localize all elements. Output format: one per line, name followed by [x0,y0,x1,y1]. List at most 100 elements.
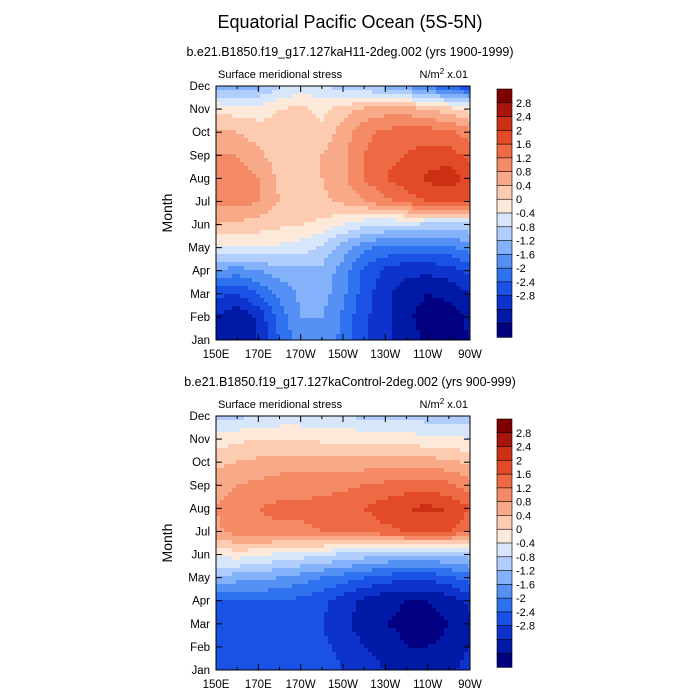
contour-cell [344,118,349,123]
contour-cell [284,138,289,143]
contour-cell [272,452,277,457]
contour-cell [456,126,461,131]
contour-cell [352,210,357,215]
contour-cell [464,294,469,299]
contour-cell [396,278,401,283]
contour-cell [280,126,285,131]
contour-cell [272,266,277,271]
contour-cell [280,242,285,247]
contour-cell [464,102,469,107]
contour-cell [296,146,301,151]
contour-cell [456,302,461,307]
contour-cell [348,436,353,441]
contour-cell [292,230,297,235]
contour-cell [252,146,257,151]
contour-cell [268,444,273,449]
contour-cell [352,448,357,453]
contour-cell [288,282,293,287]
contour-cell [372,338,377,340]
contour-cell [392,98,397,103]
contour-cell [404,278,409,283]
contour-cell [400,338,405,340]
contour-cell [436,456,441,461]
contour-cell [456,150,461,155]
contour-cell [264,166,269,171]
contour-cell [324,190,329,195]
contour-cell [240,266,245,271]
contour-cell [380,294,385,299]
contour-cell [328,102,333,107]
contour-cell [464,326,469,331]
contour-cell [300,278,305,283]
contour-cell [308,118,313,123]
contour-cell [412,246,417,251]
contour-cell [220,460,225,465]
contour-cell [392,270,397,275]
contour-cell [244,270,249,275]
contour-cell [268,90,273,95]
contour-cell [432,166,437,171]
contour-cell [248,166,253,171]
contour-cell [264,334,269,339]
contour-cell [352,456,357,461]
contour-cell [260,294,265,299]
contour-cell [308,302,313,307]
contour-cell [244,464,249,469]
contour-cell [444,242,449,247]
contour-cell [264,302,269,307]
contour-cell [248,278,253,283]
colorbar-box [496,88,513,104]
contour-cell [248,270,253,275]
contour-cell [328,452,333,457]
contour-cell [256,194,261,199]
contour-cell [264,286,269,291]
colorbar-box [496,157,513,173]
contour-cell [300,86,305,91]
contour-cell [232,330,237,335]
contour-cell [248,218,253,223]
contour-cell [392,338,397,340]
contour-cell [364,314,369,319]
contour-cell [468,110,470,115]
contour-cell [428,130,433,135]
contour-cell [236,178,241,183]
contour-cell [436,270,441,275]
contour-cell [300,110,305,115]
contour-cell [404,246,409,251]
contour-cell [448,432,453,437]
contour-cell [416,436,421,441]
units-label: N/m2 x.01 [420,67,468,81]
contour-cell [264,86,269,91]
contour-cell [280,86,285,91]
contour-cell [356,118,361,123]
contour-cell [452,218,457,223]
contour-cell [248,86,253,91]
contour-cell [428,448,433,453]
contour-cell [360,326,365,331]
contour-cell [420,170,425,175]
contour-cell [228,416,233,421]
contour-cell [408,110,413,115]
contour-cell [312,424,317,429]
contour-cell [280,90,285,95]
contour-cell [300,330,305,335]
contour-cell [260,218,265,223]
contour-cell [252,448,257,453]
contour-cell [308,242,313,247]
contour-cell [456,190,461,195]
contour-cell [264,154,269,159]
contour-cell [400,246,405,251]
contour-cell [420,178,425,183]
contour-cell [404,460,409,465]
contour-cell [332,134,337,139]
contour-cell [468,432,470,437]
contour-cell [236,432,241,437]
contour-cell [400,274,405,279]
contour-cell [396,198,401,203]
contour-cell [432,170,437,175]
contour-cell [268,126,273,131]
contour-cell [420,214,425,219]
contour-cell [452,254,457,259]
contour-cell [244,174,249,179]
contour-cell [324,250,329,255]
